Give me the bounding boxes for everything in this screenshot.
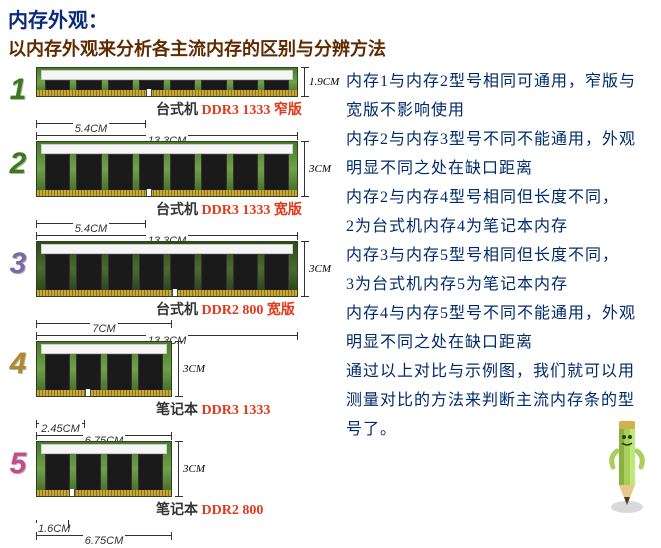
description-line: 通过以上对比与示例图，我们就可以用 (346, 357, 661, 386)
ram-stick (36, 141, 298, 197)
description-line: 明显不同之处在缺口距离 (346, 328, 661, 357)
ram-stick (36, 67, 298, 97)
description-line: 内存4与内存5型号不同不能通用，外观 (346, 299, 661, 328)
heading-method: 以内存外观来分析各主流内存的区别与分辨方法 (8, 35, 661, 61)
memory-module-row: 11.9CM台式机 DDR3 1333 窄版5.4CM13.3CM (0, 67, 342, 141)
ram-stick (36, 441, 172, 497)
module-caption: 笔记本 DDR2 800 (156, 499, 342, 519)
dimension-height: 3CM (178, 441, 179, 497)
description-line: 3为台式机内存5为笔记本内存 (346, 270, 661, 299)
module-caption: 台式机 DDR2 800 宽版 (156, 299, 342, 319)
description-line: 明显不同之处在缺口距离 (346, 154, 661, 183)
memory-module-row: 33CM台式机 DDR2 800 宽版7CM13.3CM (0, 241, 342, 341)
module-number: 3 (0, 249, 36, 279)
memory-module-row: 23CM台式机 DDR3 1333 宽版5.4CM13.3CM (0, 141, 342, 241)
ram-stick (36, 341, 172, 397)
description-line: 宽版不影响使用 (346, 96, 661, 125)
module-number: 2 (0, 149, 36, 179)
module-number: 5 (0, 449, 36, 479)
module-caption: 笔记本 DDR3 1333 (156, 399, 342, 419)
pencil-mascot-icon (607, 407, 647, 517)
module-number: 1 (0, 75, 36, 105)
dimension-height: 3CM (178, 341, 179, 397)
dimension-height: 1.9CM (304, 67, 305, 97)
dimension-height: 3CM (304, 241, 305, 297)
dimension-height: 3CM (304, 141, 305, 197)
module-caption: 台式机 DDR3 1333 窄版 (156, 99, 342, 119)
heading-appearance: 内存外观： (8, 4, 661, 33)
description-line: 内存3与内存5型号相同但长度不同， (346, 241, 661, 270)
memory-module-row: 53CM笔记本 DDR2 8001.6CM6.75CM (0, 441, 342, 541)
module-caption: 台式机 DDR3 1333 宽版 (156, 199, 342, 219)
memory-module-row: 43CM笔记本 DDR3 13332.45CM6.75CM (0, 341, 342, 441)
ram-stick (36, 241, 298, 297)
dimension-full: 6.75CM (36, 535, 172, 548)
description-line: 内存2与内存4型号相同但长度不同， (346, 183, 661, 212)
description-line: 2为台式机内存4为笔记本内存 (346, 212, 661, 241)
module-number: 4 (0, 349, 36, 379)
description-line: 内存1与内存2型号相同可通用，窄版与 (346, 67, 661, 96)
description-line: 内存2与内存3型号不同不能通用，外观 (346, 125, 661, 154)
